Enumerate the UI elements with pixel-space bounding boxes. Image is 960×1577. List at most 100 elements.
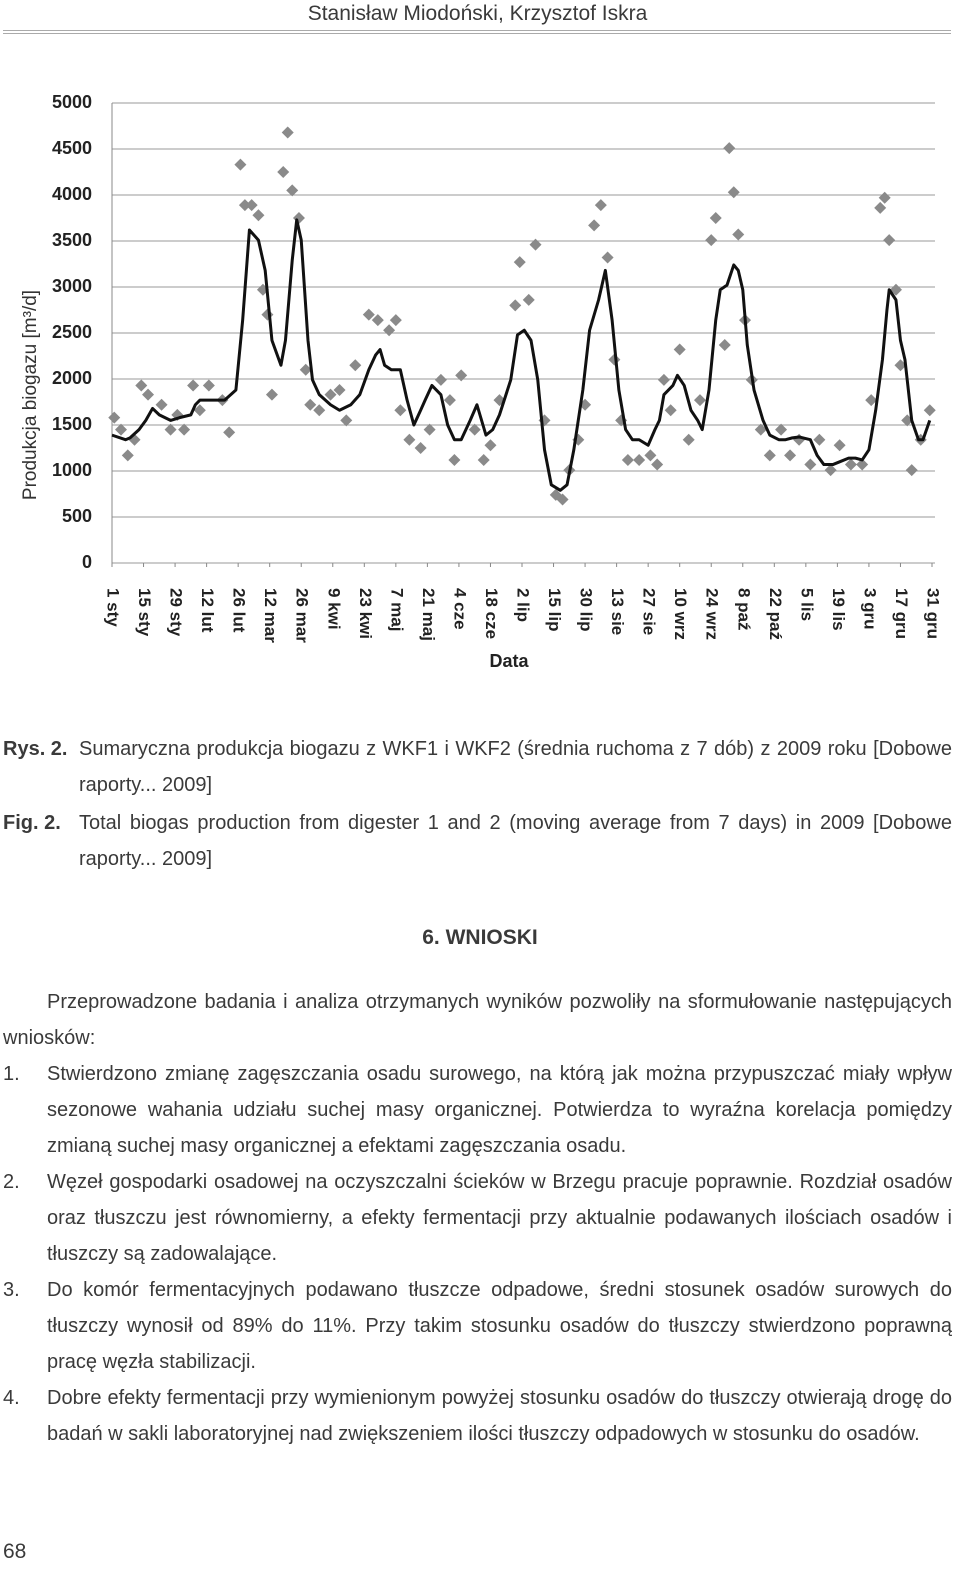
item-text: Stwierdzono zmianę zagęszczania osadu su…	[47, 1063, 952, 1157]
data-point	[509, 299, 522, 312]
x-tick-label: 23 kwi	[356, 588, 375, 639]
chart: Produkcja biogazu [m³/d] Data 0 500 1000 15…	[20, 92, 943, 671]
y-axis-label: Produkcja biogazu [m³/d]	[20, 290, 41, 500]
data-point	[894, 359, 907, 372]
data-point	[135, 379, 148, 392]
x-tick-label: 30 lip	[577, 588, 596, 631]
caption-pl: Rys. 2. Sumaryczna produkcja biogazu z WK…	[3, 731, 952, 803]
data-point	[434, 373, 447, 386]
data-point	[403, 433, 416, 446]
data-point	[468, 423, 481, 436]
x-tick-label: 31 gru	[924, 588, 943, 639]
data-point	[202, 379, 215, 392]
item-text: Do komór fermentacyjnych podawano tłuszc…	[47, 1279, 952, 1373]
data-point	[651, 458, 664, 471]
data-point	[423, 423, 436, 436]
x-tick-label: 19 lis	[829, 588, 848, 631]
x-tick-label: 7 maj	[387, 588, 406, 631]
x-tick-label: 17 gru	[892, 588, 911, 639]
x-tick-label: 10 wrz	[671, 588, 690, 640]
data-point	[529, 238, 542, 251]
data-point	[187, 379, 200, 392]
data-point	[383, 324, 396, 337]
data-point	[727, 186, 740, 199]
x-tick-label: 15 sty	[135, 588, 154, 637]
data-point	[709, 212, 722, 224]
data-point	[673, 343, 686, 356]
data-point	[371, 314, 384, 327]
data-point	[277, 166, 290, 178]
data-point	[333, 384, 346, 397]
y-tick-label: 0	[82, 552, 92, 572]
data-point	[443, 394, 456, 407]
data-point	[883, 234, 896, 247]
data-point	[556, 493, 569, 506]
data-point	[588, 219, 601, 232]
data-point	[164, 423, 177, 436]
data-point	[723, 142, 736, 155]
item-number: 3.	[3, 1279, 20, 1301]
data-point	[705, 234, 718, 247]
caption-en: Fig. 2. Total biogas production from dige…	[3, 805, 952, 877]
y-tick-label: 500	[62, 506, 92, 526]
data-point	[923, 404, 936, 417]
data-point	[833, 439, 846, 452]
data-point	[245, 199, 258, 212]
y-tick-label: 2500	[52, 322, 92, 342]
data-point	[513, 256, 526, 269]
x-tick-label: 12 mar	[261, 588, 280, 643]
x-tick-label: 26 mar	[293, 588, 312, 643]
running-header: Stanisław Miodoński, Krzysztof Iskra	[307, 2, 648, 25]
data-point	[657, 373, 670, 386]
x-tick-label: 15 lip	[545, 588, 564, 631]
intro: Przeprowadzone badania i analiza otrzyma…	[3, 991, 952, 1049]
item-text: Węzeł gospodarki osadowej na oczyszczaln…	[47, 1171, 952, 1265]
caption-text: Total biogas production from digester 1 …	[79, 812, 952, 870]
data-point	[804, 458, 817, 471]
data-point	[292, 212, 305, 224]
y-tick-label: 4500	[52, 138, 92, 158]
data-point	[754, 423, 767, 436]
x-tick-label: 4 cze	[450, 588, 469, 630]
x-tick-label: 24 wrz	[703, 588, 722, 640]
data-point	[594, 199, 607, 212]
page-number: 68	[3, 1540, 27, 1563]
data-point	[455, 369, 468, 382]
data-point	[142, 388, 155, 401]
data-point	[304, 398, 317, 411]
x-tick-label: 5 lis	[797, 588, 816, 621]
x-tick-label: 3 gru	[860, 588, 879, 630]
data-point	[824, 464, 837, 477]
data-point	[178, 423, 191, 436]
data-point	[223, 426, 236, 439]
data-point	[286, 184, 299, 197]
data-point	[905, 464, 918, 477]
list-item: 3. Do komór fermentacyjnych podawano tłus…	[3, 1272, 952, 1380]
data-point	[844, 458, 857, 471]
data-point	[601, 251, 614, 264]
moving-average-line	[111, 218, 932, 492]
list-item: 2. Węzeł gospodarki osadowej na oczyszcza…	[3, 1164, 952, 1272]
data-point	[394, 404, 407, 417]
item-number: 2.	[3, 1171, 20, 1193]
data-point	[324, 388, 337, 401]
data-point	[484, 439, 497, 452]
data-point	[234, 158, 247, 171]
data-point	[874, 201, 887, 214]
x-tick-label: 2 lip	[514, 588, 533, 622]
list-item: 1. Stwierdzono zmianę zagęszczania osadu …	[3, 1056, 952, 1164]
item-number: 1.	[3, 1063, 20, 1085]
data-point	[121, 449, 134, 462]
data-point	[281, 126, 294, 139]
data-point	[362, 308, 375, 321]
data-point	[682, 433, 695, 446]
data-point	[664, 404, 677, 417]
item-number: 4.	[3, 1387, 20, 1409]
data-point	[522, 293, 535, 306]
y-tick-label: 2000	[52, 368, 92, 388]
caption-label: Fig. 2.	[3, 812, 61, 834]
y-tick-label: 1000	[52, 460, 92, 480]
x-tick-label: 26 lut	[230, 588, 249, 633]
data-point	[633, 453, 646, 466]
